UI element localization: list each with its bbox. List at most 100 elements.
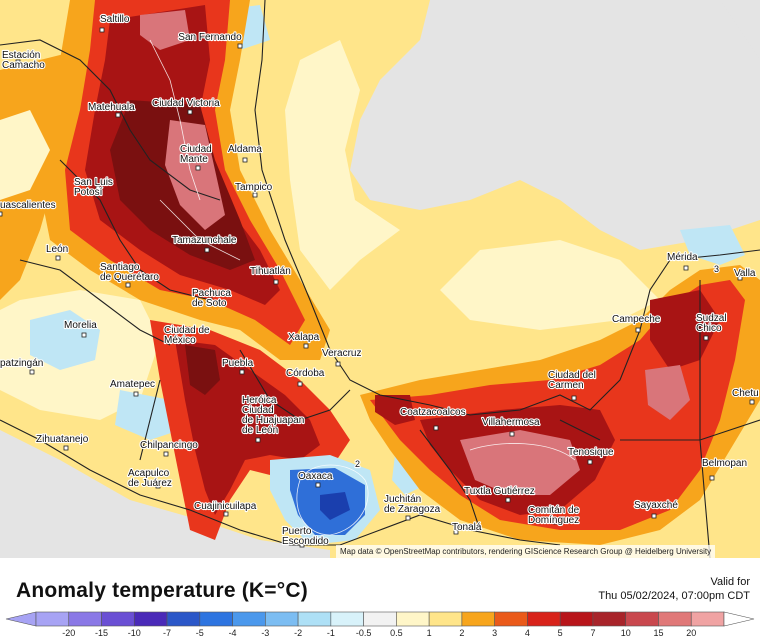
city-marker-icon [703, 335, 709, 341]
city-ciudad-de-mexico: Ciudad de México [163, 324, 211, 347]
colorbar-ticks: -20 -15 -10 -7 -5 -4 -3 -2 -1 -0.5 0.5 1 2 3 4 5 7 10 15 20 [62, 628, 696, 638]
city-label: Coatzacoalcos [400, 407, 466, 418]
city-label: Amatepec [110, 379, 155, 390]
city-label: Sayaxché [634, 500, 678, 511]
city-label: Puerto Escondido [282, 526, 329, 547]
city-belmopan: Belmopan [701, 457, 748, 481]
north-rosy-core [165, 120, 225, 230]
colorbar-swatch [363, 611, 397, 627]
city-marker-icon [207, 297, 213, 303]
city-amatepec: Amatepec [109, 378, 156, 397]
city-label: Aldama [228, 144, 262, 155]
city-marker-icon [315, 482, 321, 488]
city-chetumal: Chetu [731, 387, 760, 405]
temperature-anomaly-map[interactable]: 2 3 Saltillo San Fernando Estación Camacho M… [0, 0, 760, 558]
city-puebla: Puebla [221, 357, 255, 375]
colorbar-tick-label: -0.5 [356, 628, 372, 638]
colorbar-tick-label: -20 [62, 628, 75, 638]
city-marker-icon [81, 332, 87, 338]
city-label: Juchitán de Zaragoza [384, 494, 441, 515]
city-label: Tuxtla Gutiérrez [464, 486, 535, 497]
city-marker-icon [635, 327, 641, 333]
city-marker-icon [55, 255, 61, 261]
city-label: Comitán de Domínguez [528, 505, 580, 526]
city-marker-icon [297, 381, 303, 387]
colorbar-swatch [199, 611, 233, 627]
city-label: Xalapa [288, 332, 320, 343]
lightblue-patch-guerrero [115, 390, 180, 440]
city-label: San Fernando [178, 32, 242, 43]
colorbar-swatch [297, 611, 332, 627]
city-merida: Mérida [666, 251, 699, 271]
city-marker-icon [99, 27, 105, 33]
colorbar-tick-label: -3 [261, 628, 269, 638]
city-label: Oaxaca [298, 471, 333, 482]
city-label: Tonalá [452, 522, 482, 533]
city-label: Chilpancingo [140, 440, 198, 451]
city-label: Sudzal Chico [696, 313, 727, 334]
colorbar-swatch [494, 611, 528, 627]
city-label: Morelia [64, 320, 97, 331]
contour-lines [149, 39, 576, 536]
city-marker-icon [95, 185, 101, 191]
yucatan-rosy [645, 365, 690, 420]
city-villahermosa: Villahermosa [481, 416, 541, 437]
colorbar-tick-label: 7 [590, 628, 595, 638]
tabasco-darkred [375, 395, 415, 425]
colorbar-tick-label: -5 [196, 628, 204, 638]
city-tenosique: Tenosique [567, 446, 615, 465]
city-acapulco: Acapulco de Juárez [127, 467, 173, 490]
colorbar-swatch [428, 611, 463, 627]
city-marker-icon [433, 425, 439, 431]
city-label: Matehuala [88, 102, 135, 113]
city-estacion-camacho: Estación Camacho [1, 49, 46, 72]
city-label: Ciudad del Carmen [548, 370, 596, 391]
city-tamazunchale: Tamazunchale [171, 234, 238, 253]
colorbar-right-arrow [723, 611, 755, 627]
colorbar-swatch [559, 611, 594, 627]
city-leon: León [45, 243, 69, 261]
city-sudzal-chico: Sudzal Chico [695, 312, 728, 341]
colorbar-swatch [68, 611, 102, 627]
city-veracruz: Veracruz [321, 347, 363, 367]
city-puerto-escondido: Puerto Escondido [281, 525, 330, 548]
city-marker-icon [237, 43, 243, 49]
yucatan-pale-area [440, 240, 660, 330]
city-marker-icon [709, 475, 715, 481]
colorbar-tick-label: 10 [621, 628, 631, 638]
city-label: Tenosique [568, 447, 614, 458]
contour-label-2: 2 [355, 459, 360, 469]
city-label: Pachuca de Soto [192, 288, 231, 309]
city-marker-icon [587, 459, 593, 465]
colorbar-swatch [166, 611, 201, 627]
colorbar-tick-label: 1 [427, 628, 432, 638]
city-morelia: Morelia [63, 319, 98, 338]
colorbar-left-arrow [5, 611, 37, 627]
city-marker-icon [405, 515, 411, 521]
city-marker-icon [0, 211, 3, 217]
gray-pacific [0, 430, 330, 558]
city-juchitan: Juchitán de Zaragoza [383, 493, 442, 521]
colorbar-tick-label: -1 [327, 628, 335, 638]
colorbar-swatch [658, 611, 692, 627]
city-label: Mérida [667, 252, 698, 263]
city-marker-icon [509, 431, 515, 437]
city-chilpancingo: Chilpancingo [139, 439, 199, 457]
city-xalapa: Xalapa [287, 331, 321, 349]
city-label: León [46, 244, 68, 255]
city-label: Tampico [235, 182, 273, 193]
map-attribution: Map data © OpenStreetMap contributors, r… [336, 545, 716, 558]
city-label: Tihuatlán [250, 266, 291, 277]
lightblue-patch-yucatan [680, 225, 745, 265]
city-label: Estación Camacho [2, 50, 45, 71]
city-marker-icon [187, 109, 193, 115]
city-marker-icon [651, 513, 657, 519]
city-matehuala: Matehuala [87, 101, 136, 118]
city-label: San Luis Potosí [74, 177, 113, 198]
city-marker-icon [252, 192, 258, 198]
colorbar-tick-label: -2 [294, 628, 302, 638]
city-marker-icon [749, 399, 755, 405]
city-label: Cuajinicuilapa [194, 501, 257, 512]
valid-time: Thu 05/02/2024, 07:00pm CDT [598, 590, 750, 602]
city-label: Heróica Ciudad de Huajuapan de León [242, 395, 304, 436]
